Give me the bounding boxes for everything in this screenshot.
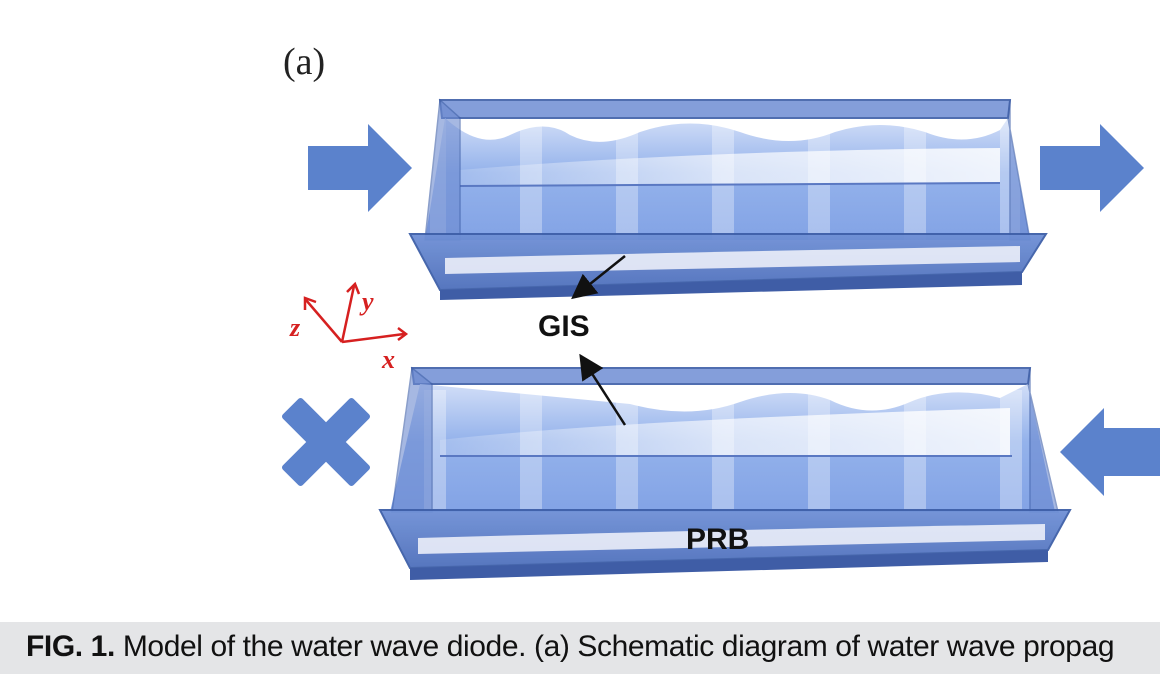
y-axis-head — [346, 281, 361, 295]
axis-label-x: x — [381, 345, 395, 374]
axes-indicator — [303, 281, 409, 344]
caption-label: FIG. 1. — [26, 630, 115, 663]
panel-label: (a) — [283, 41, 325, 83]
label-prb: PRB — [686, 523, 749, 556]
gis-pointer-top — [571, 255, 626, 300]
caption-body: Model of the water wave diode. (a) Schem… — [114, 630, 1115, 663]
x-axis-head — [397, 327, 409, 341]
bottom-channel — [378, 366, 1072, 580]
cross-icon — [281, 397, 371, 487]
label-gis: GIS — [538, 310, 590, 343]
axis-label-z: z — [289, 313, 301, 342]
figure-caption: FIG. 1. Model of the water wave diode. (… — [0, 622, 1160, 674]
top-channel — [408, 98, 1048, 300]
x-axis-arrow — [341, 332, 405, 344]
z-axis-arrow — [305, 299, 343, 343]
z-axis-head — [303, 296, 317, 310]
arrow-right-icon — [308, 124, 412, 212]
figure-panel-a: (a) GIS PRB — [281, 41, 1160, 580]
gis-pointer-bottom — [579, 353, 627, 426]
axis-label-y: y — [359, 287, 374, 316]
arrow-right-icon — [1040, 124, 1144, 212]
arrow-left-icon — [1060, 408, 1160, 496]
y-axis-arrow — [340, 285, 356, 343]
